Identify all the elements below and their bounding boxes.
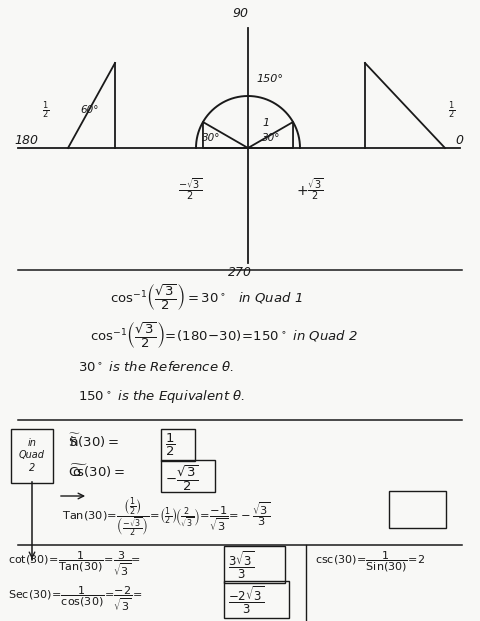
Text: $\frac{-\sqrt{3}}{2}$: $\frac{-\sqrt{3}}{2}$ [178, 176, 202, 202]
Text: 1: 1 [263, 118, 270, 128]
Text: $\mathrm{csc}(30)\!=\!\dfrac{1}{\mathrm{Sin}(30)}\!=\!2$: $\mathrm{csc}(30)\!=\!\dfrac{1}{\mathrm{… [315, 550, 425, 574]
Text: 270: 270 [228, 266, 252, 279]
Text: 30°: 30° [262, 133, 280, 143]
Text: $\dfrac{3\sqrt{3}}{3}$: $\dfrac{3\sqrt{3}}{3}$ [228, 550, 255, 581]
Text: $\cos^{-1}\!\left(\dfrac{\sqrt{3}}{2}\right) = 30^\circ\,$  in Quad 1: $\cos^{-1}\!\left(\dfrac{\sqrt{3}}{2}\ri… [110, 282, 302, 312]
Text: $150^\circ$ is the Equivalent $\theta$.: $150^\circ$ is the Equivalent $\theta$. [78, 388, 245, 405]
Text: $30^\circ$ is the Reference $\theta$.: $30^\circ$ is the Reference $\theta$. [78, 360, 234, 374]
Text: $\dfrac{-2\sqrt{3}}{3}$: $\dfrac{-2\sqrt{3}}{3}$ [228, 585, 264, 617]
Text: $-\dfrac{\sqrt{3}}{2}$: $-\dfrac{\sqrt{3}}{2}$ [165, 463, 198, 493]
Text: $\dfrac{1}{2}$: $\dfrac{1}{2}$ [165, 432, 175, 458]
Text: $\cos^{-1}\!\left(\dfrac{\sqrt{3}}{2}\right)\!=\!(180\!-\!30)\!=\!150^\circ$ in : $\cos^{-1}\!\left(\dfrac{\sqrt{3}}{2}\ri… [90, 320, 358, 350]
Text: $\mathrm{cot}(30)\!=\!\dfrac{1}{\mathrm{Tan}(30)}\!=\!\dfrac{3}{\sqrt{3}}\!=\!$: $\mathrm{cot}(30)\!=\!\dfrac{1}{\mathrm{… [8, 550, 141, 578]
Text: in
Quad
2: in Quad 2 [19, 438, 45, 473]
Text: $\widetilde{\mathrm{C}\!\!\mathrm{o}\!\!\mathrm{s}}(30) = $: $\widetilde{\mathrm{C}\!\!\mathrm{o}\!\!… [68, 463, 125, 480]
Text: 0: 0 [455, 134, 463, 147]
Text: 150°: 150° [256, 74, 283, 84]
Text: 60°: 60° [81, 105, 99, 115]
Text: 30°: 30° [202, 133, 220, 143]
Text: 90: 90 [232, 7, 248, 20]
Text: 180: 180 [14, 134, 38, 147]
Text: $\mathrm{Sec}(30)\!=\!\dfrac{1}{\cos(30)}\!=\!\dfrac{-2}{\sqrt{3}}\!=\!$: $\mathrm{Sec}(30)\!=\!\dfrac{1}{\cos(30)… [8, 585, 142, 613]
Text: $\frac{1}{2}$: $\frac{1}{2}$ [42, 99, 49, 121]
Text: $\frac{1}{2}$: $\frac{1}{2}$ [448, 99, 455, 121]
Text: $+\frac{\sqrt{3}}{2}$: $+\frac{\sqrt{3}}{2}$ [296, 176, 324, 202]
Text: $\widetilde{\mathrm{S}\!\!\!\mathrm{i}\!\!\mathrm{n}}(30) = $: $\widetilde{\mathrm{S}\!\!\!\mathrm{i}\!… [68, 432, 119, 450]
Text: $\mathrm{Tan}(30)\!=\!\dfrac{\left(\frac{1}{2}\right)}{\left(\frac{-\sqrt{3}}{2}: $\mathrm{Tan}(30)\!=\!\dfrac{\left(\frac… [62, 496, 270, 539]
